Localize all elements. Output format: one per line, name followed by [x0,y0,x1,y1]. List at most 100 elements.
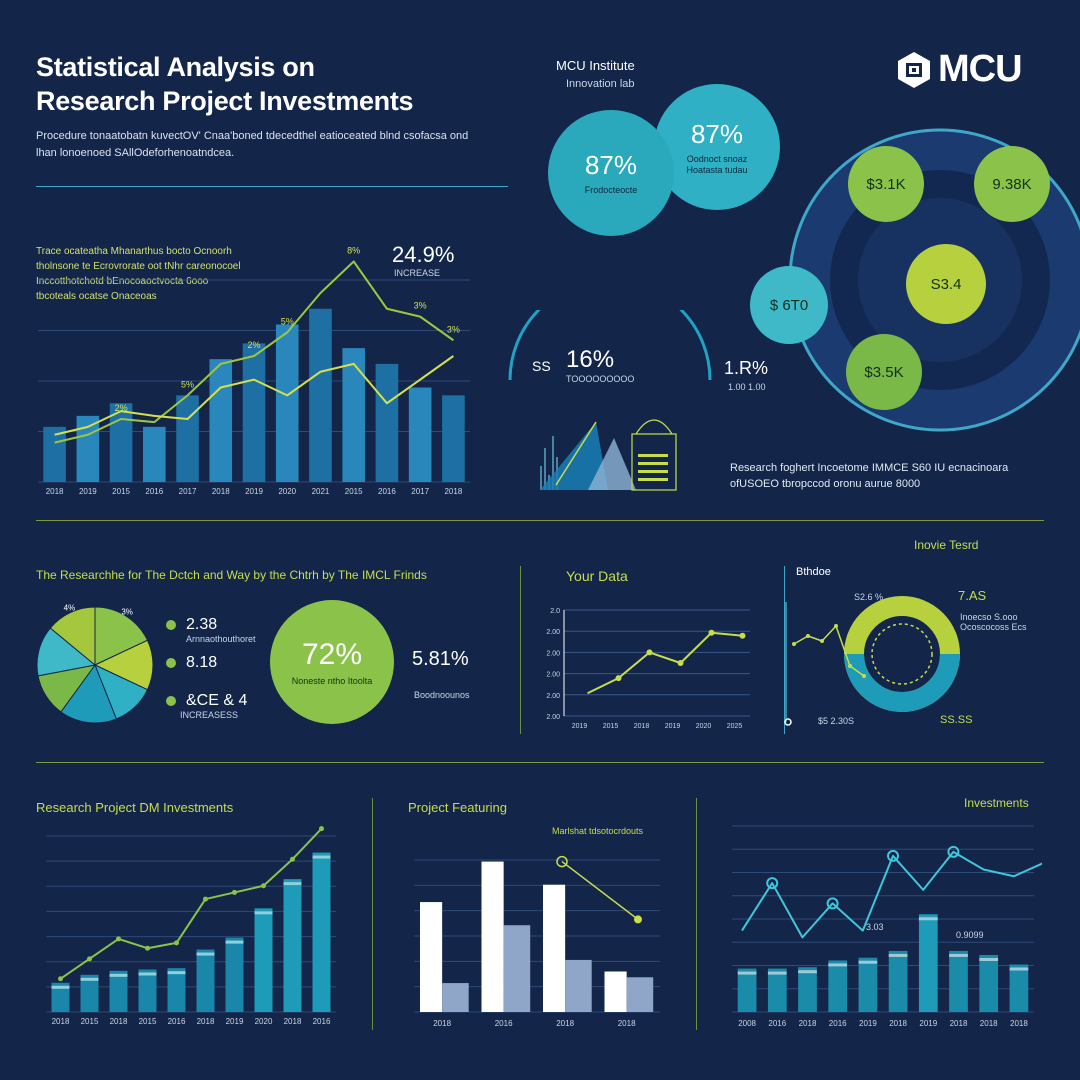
pf-x-labels: 2018 2016 2018 2018 [433,1019,636,1028]
inv-x-label: 2016 [768,1019,786,1028]
inv-x-label: 2019 [859,1019,877,1028]
main-bar [176,395,199,482]
big-percent-circle: 72% Noneste ntho Itoolta [270,600,394,724]
logo-text: MCU [938,48,1023,90]
legend-item-2: 8.18 [166,654,276,692]
main-bar [275,324,299,482]
pie-slice [36,627,97,677]
inv-bar-cap [949,953,968,957]
inv-point [826,897,839,910]
bubble-a-value: 87% [690,118,744,149]
inv-bar-cap [888,953,908,957]
inv-x-label: 2016 [829,1019,847,1028]
ring-trend-value4: SS.SS [940,714,973,726]
ring-circle-4-value: $ 6T0 [769,296,809,314]
main-x-label: 2020 [278,487,296,496]
rpi-chart: 2018 2015 2018 2015 2016 2018 2019 2020 2018 2016 [46,826,336,1026]
ring-trend-point [862,674,866,678]
your-data-y-tick: 2.0 [550,608,560,615]
your-data-x-label: 2019 [572,723,588,730]
arc-prefix: SS [532,358,551,374]
rpi-title: Research Project DM Investments [36,800,234,815]
your-data-line [587,629,746,695]
your-data-x-label: 2015 [603,723,619,730]
rpi-bar [283,879,302,1012]
rpi-bar [167,968,186,1012]
inv-point [947,845,960,858]
pf-line [556,855,642,924]
pf-point [634,915,642,924]
your-data-y-tick: 2.00 [546,629,560,636]
main-line-label: 3% [447,324,460,334]
rpi-point [116,936,121,942]
main-x-label: 2018 [212,487,230,496]
ring-trend-point [848,664,852,668]
rpi-bar-cap [225,940,244,944]
legend-value-2: 8.18 [186,654,218,671]
pie-label: 4% [64,604,76,613]
legend-value-1: 2.38 [186,616,218,633]
legend-value-3: &CE & 4 [186,692,248,709]
pf-bar-secondary [503,925,531,1012]
ring-note: Research foghert Incoetome IMMCE S60 IU … [730,462,1009,490]
main-chart-headline-sub: INCREASE [394,268,441,278]
main-bar [143,426,166,482]
rpi-point [87,956,92,962]
legend-dot-icon [166,695,176,706]
mini-bar [540,466,542,490]
ring-circle-3: S3.4 [906,244,986,324]
ring-trend-subtitle: Bthdoe [796,566,831,578]
main-line-label: 8% [347,246,360,256]
inv-chart: 2008 2016 2018 2016 2019 2018 2019 2018 2018 2018 [732,825,1042,1028]
arc-value: 16% [566,346,615,373]
rpi-point [232,889,237,895]
pf-x-label: 2016 [495,1019,513,1028]
main-x-label: 2018 [46,487,64,496]
ring-circle-5: $3.5K [846,334,922,410]
main-bar [209,359,233,482]
inv-bar [888,950,908,1012]
main-bar [242,343,266,482]
inv-bar [949,950,968,1012]
pf-note: Marlshat tdsotocrdouts [552,826,644,836]
inv-tag: 3.03 [866,922,884,932]
ring-trend-polyline [793,625,865,677]
inv-bar-cap [737,971,757,975]
pf-polyline [561,860,639,921]
your-data-y-tick: 2.00 [546,672,560,679]
rpi-x-label: 2015 [139,1017,157,1026]
your-data-title: Your Data [566,568,628,584]
inv-x-label: 2018 [1010,1019,1028,1028]
rpi-polyline [59,827,323,980]
rpi-x-label: 2015 [81,1017,99,1026]
rpi-bar [225,937,244,1012]
main-line-1 [54,260,454,444]
main-chart-bars [43,308,465,482]
main-line-label: 3% [414,301,427,311]
pf-title: Project Featuring [408,800,507,815]
pie-panel-title: The Researchhe for The Dctch and Way by … [36,568,427,582]
main-chart-x-labels: 2018 2019 2015 2016 2017 2018 2019 2020 2021 2015… [46,487,463,496]
inv-bar-cap [979,958,999,961]
main-line-label: 5% [181,379,194,389]
pie-slice [49,606,96,667]
ring-trend-point [806,634,810,638]
rpi-bar-cap [51,985,70,989]
rpi-bar-cap [167,971,186,975]
inv-bar-cap [858,960,878,964]
main-bar [309,308,332,482]
rpi-bar-cap [312,855,331,859]
ring-circle-5-value: $3.5K [864,363,904,381]
big-percent-caption: Noneste ntho Itoolta [291,675,373,686]
ring-circle-4: $ 6T0 [750,266,828,344]
rpi-x-label: 2018 [52,1017,70,1026]
main-bar [375,363,399,482]
your-data-y-tick: 2.00 [546,693,560,700]
main-chart-note: Trace ocateatha Mhanarthus bocto Ocnoorh… [36,246,241,302]
brand-small: MCU Institute [556,58,635,73]
your-data-point [739,632,746,639]
main-x-label: 2016 [145,487,163,496]
ring-trend-point [792,642,796,646]
pie-side-value: 5.81% [412,648,469,670]
rpi-bar [312,852,331,1012]
